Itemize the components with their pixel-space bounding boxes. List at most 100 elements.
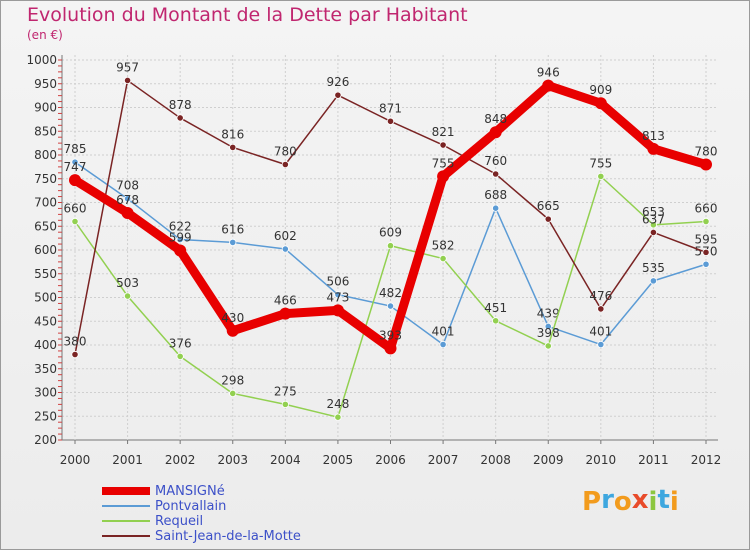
y-tick-label: 250 (34, 409, 57, 423)
chart-legend: MANSIGNé Pontvallain Requeil Saint-Jean-de-… (102, 484, 402, 544)
y-tick-label: 550 (34, 267, 57, 281)
series-point (334, 413, 342, 421)
data-label: 785 (64, 142, 87, 156)
y-tick-label: 500 (34, 291, 57, 305)
series-point (229, 238, 237, 246)
legend-swatch (102, 487, 150, 495)
y-tick-label: 400 (34, 338, 57, 352)
data-label: 957 (116, 60, 139, 74)
series-point (386, 242, 395, 250)
data-label: 848 (484, 112, 507, 126)
data-label: 871 (379, 101, 402, 115)
series-point (226, 324, 239, 337)
series-point (176, 114, 184, 122)
series-point (649, 221, 658, 229)
series-point (334, 91, 342, 99)
data-label: 451 (484, 301, 507, 315)
series-point (174, 244, 187, 257)
x-tick-label: 2009 (533, 453, 564, 467)
series-point (386, 117, 395, 125)
line-chart: 200 250 300 350 400 450 500 550 600 650 700 750 800 8… (26, 53, 722, 467)
series-line (74, 161, 707, 346)
data-label: 476 (589, 289, 612, 303)
y-tick-label: 900 (34, 101, 57, 115)
series-point (597, 172, 605, 180)
series-point (544, 322, 552, 331)
data-label: 653 (642, 205, 665, 219)
proxiti-logo: Proxiti (582, 485, 679, 517)
data-label: 582 (432, 239, 455, 253)
chart-title: Evolution du Montant de la Dette par Hab… (27, 4, 468, 26)
y-tick-label: 450 (34, 314, 57, 328)
legend-label: Saint-Jean-de-la-Motte (155, 529, 301, 544)
data-label: 248 (326, 397, 349, 411)
series-point (71, 217, 79, 226)
series-point (229, 389, 237, 398)
data-label: 380 (64, 335, 87, 349)
series-point (69, 174, 81, 187)
series-point (597, 340, 605, 349)
data-label: 595 (695, 232, 718, 246)
data-label: 473 (326, 290, 349, 304)
legend-item: Saint-Jean-de-la-Motte (102, 529, 402, 544)
x-tick-label: 2010 (586, 453, 617, 467)
series-point (492, 317, 500, 325)
data-label: 665 (537, 199, 560, 213)
series-point (544, 215, 552, 223)
data-label: 393 (379, 328, 402, 342)
x-tick-label: 2011 (638, 453, 669, 467)
series-point (123, 195, 132, 203)
x-tick-label: 2004 (270, 453, 301, 467)
data-label: 708 (116, 179, 139, 193)
series-point (71, 350, 79, 359)
y-tick-label: 650 (34, 219, 57, 233)
y-tick-label: 200 (34, 433, 57, 447)
series-point (647, 142, 660, 155)
logo-letter: i (648, 487, 658, 517)
data-label: 275 (274, 384, 297, 398)
data-label: 821 (432, 125, 455, 139)
data-label: 637 (642, 212, 665, 226)
logo-letter: o (613, 487, 632, 517)
data-label: 503 (116, 276, 139, 290)
data-label: 946 (537, 66, 560, 80)
data-label: 755 (589, 156, 612, 170)
data-label: 878 (169, 98, 192, 112)
series-point (281, 245, 289, 253)
series-point (384, 342, 397, 355)
series-point (492, 204, 500, 212)
data-label: 506 (326, 275, 349, 289)
series-point (700, 158, 712, 171)
data-label: 298 (221, 373, 244, 387)
series-point (281, 160, 289, 169)
y-tick-label: 600 (34, 243, 57, 257)
series-point (544, 342, 552, 350)
data-label: 760 (484, 154, 507, 168)
y-tick-label: 1000 (26, 53, 57, 67)
data-label: 660 (64, 202, 87, 216)
data-label: 401 (589, 325, 612, 339)
x-tick-label: 2005 (323, 453, 354, 467)
series-point (123, 292, 132, 300)
series-point (176, 352, 184, 360)
series-point (542, 79, 555, 92)
series-point (176, 235, 184, 244)
data-label: 747 (64, 160, 87, 174)
x-tick-label: 2012 (691, 453, 722, 467)
y-tick-label: 750 (34, 172, 57, 186)
legend-item: Requeil (102, 514, 402, 529)
series-point (279, 307, 292, 320)
series-point (71, 158, 79, 166)
x-tick-label: 2001 (112, 453, 143, 467)
logo-letter: t (657, 485, 670, 515)
logo-letter: x (631, 485, 649, 515)
series-point (123, 76, 132, 85)
data-label: 660 (695, 202, 718, 216)
series-point (437, 170, 450, 183)
logo-letter: i (669, 487, 679, 517)
x-tick-label: 2000 (60, 453, 91, 467)
legend-label: Requeil (155, 514, 204, 529)
y-tick-label: 300 (34, 386, 57, 400)
legend-swatch (102, 520, 150, 522)
series-point (229, 143, 237, 151)
